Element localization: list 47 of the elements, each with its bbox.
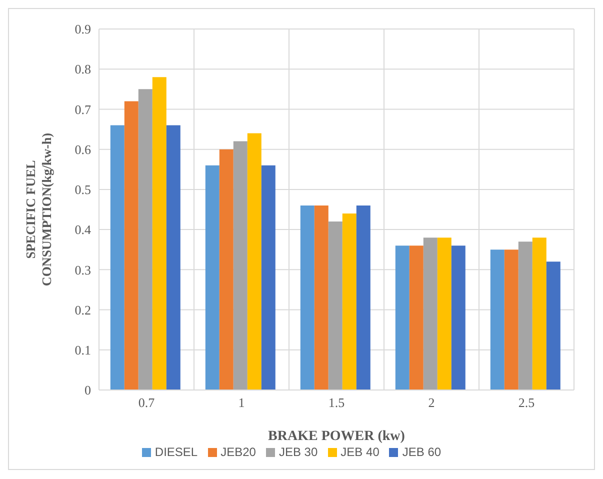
- bar: [247, 133, 262, 390]
- bar: [166, 125, 180, 390]
- y-tick-label: 0.6: [74, 142, 92, 157]
- bar: [532, 238, 546, 390]
- y-tick-label: 0.2: [74, 302, 91, 318]
- y-tick-label: 0.9: [74, 22, 91, 37]
- bar: [124, 101, 138, 390]
- bar: [205, 165, 220, 390]
- legend-label: JEB 30: [278, 445, 318, 459]
- bar: [423, 238, 438, 390]
- y-tick-label: 0: [84, 382, 91, 398]
- bar: [261, 165, 276, 390]
- bar: [395, 246, 410, 390]
- bar: [300, 205, 314, 390]
- bar: [314, 205, 328, 390]
- bar: [490, 250, 504, 390]
- bar: [451, 246, 466, 390]
- bar: [437, 238, 452, 390]
- bar: [504, 250, 518, 390]
- bar: [342, 214, 356, 390]
- bar: [546, 262, 560, 390]
- x-tick-label: 1: [238, 395, 245, 410]
- legend-label: DIESEL: [154, 445, 198, 459]
- x-tick-label: 1.5: [328, 395, 345, 410]
- bar: [328, 222, 342, 390]
- y-tick-label: 0.7: [74, 102, 92, 117]
- bar: [409, 246, 424, 390]
- y-axis-title: SPECIFIC FUEL CONSUMPTION(kg/kw-h): [23, 132, 54, 286]
- y-tick-label: 0.8: [74, 62, 91, 77]
- y-tick-label: 0.5: [74, 182, 91, 198]
- y-tick-label: 0.4: [74, 222, 92, 238]
- bar: [110, 125, 124, 390]
- legend-label: JEB 60: [402, 445, 442, 459]
- bar: [138, 89, 152, 390]
- legend-label: JEB20: [220, 445, 256, 459]
- x-tick-label: 2.5: [518, 395, 535, 410]
- bar: [219, 149, 234, 390]
- bar: [233, 141, 248, 390]
- bar: [152, 77, 166, 390]
- x-axis-title: BRAKE POWER (kw): [268, 429, 406, 444]
- x-tick-label: 0.7: [138, 395, 156, 410]
- bar: [356, 205, 370, 390]
- bar: [518, 242, 532, 390]
- x-tick-label: 2: [428, 395, 435, 410]
- y-tick-label: 0.3: [74, 262, 91, 278]
- legend-label: JEB 40: [340, 445, 380, 459]
- y-tick-label: 0.1: [74, 342, 91, 358]
